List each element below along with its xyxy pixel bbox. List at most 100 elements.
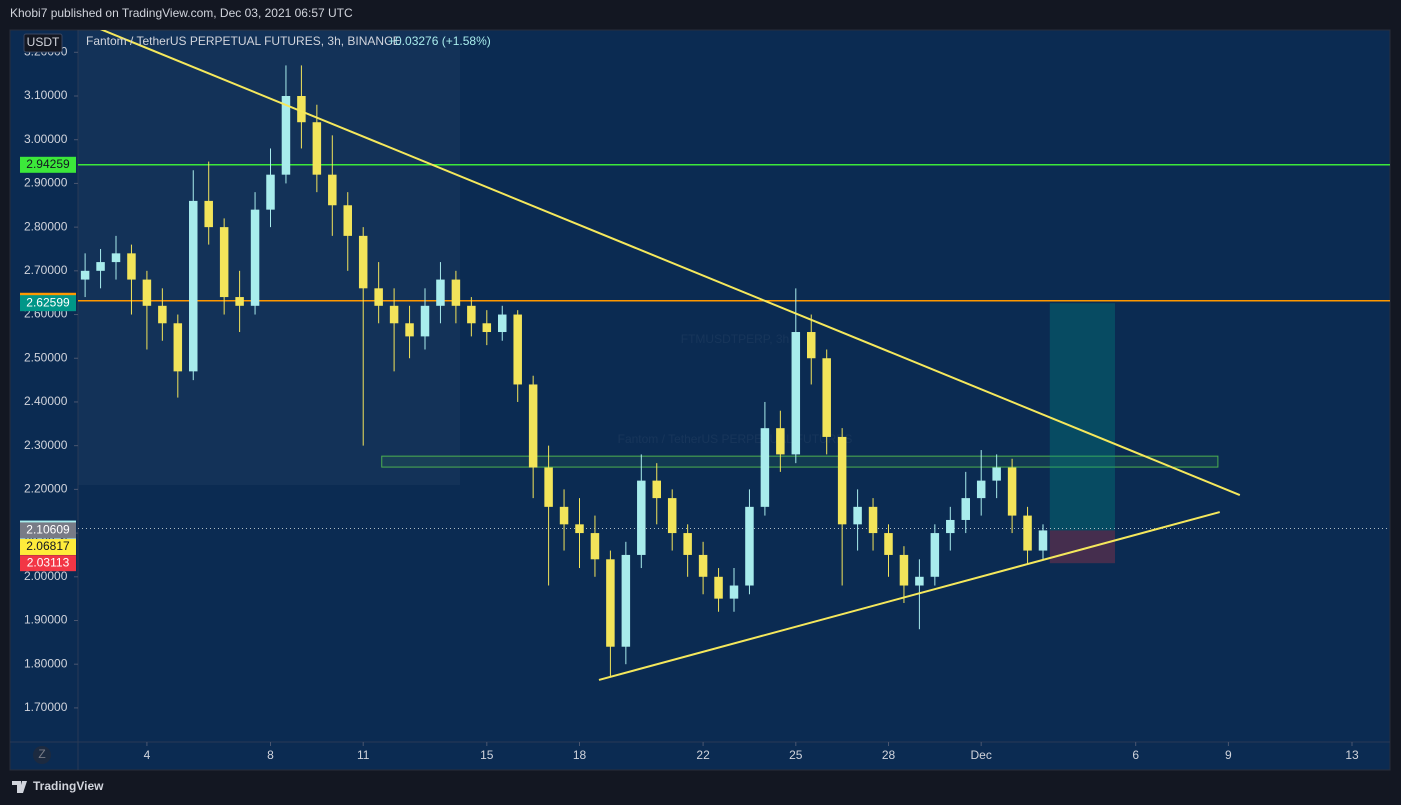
candle-body	[250, 209, 260, 306]
candle-body	[297, 95, 306, 123]
y-tick-label: 2.90000	[24, 176, 68, 190]
y-tick-label: 1.80000	[24, 656, 68, 670]
candle-body	[637, 480, 646, 555]
candle-body	[714, 576, 723, 599]
y-tick-label: 2.40000	[24, 394, 68, 408]
x-tick-label: 25	[789, 748, 803, 762]
candle-body	[467, 305, 476, 324]
position-stop	[1049, 530, 1115, 564]
candle-body	[127, 253, 136, 280]
candle-body	[1007, 467, 1017, 516]
candle-body	[266, 174, 275, 210]
watermark-symbol: FTMUSDTPERP, 3h	[681, 332, 789, 346]
candle-body	[899, 554, 909, 586]
change: +0.03276 (+1.58%)	[388, 34, 491, 48]
price-label-box	[20, 555, 76, 572]
price-label-box	[20, 538, 76, 555]
x-tick-label: 18	[573, 748, 587, 762]
x-tick-label: 15	[480, 748, 494, 762]
price-label: 2.62599	[26, 295, 70, 309]
y-tick-label: 2.50000	[24, 350, 68, 364]
candle-body	[606, 559, 615, 647]
watermark-description: Fantom / TetherUS PERPETUAL FUTURES	[618, 432, 853, 446]
y-tick-label: 2.30000	[24, 438, 68, 452]
zoom-button[interactable]	[33, 746, 51, 764]
candle-body	[312, 122, 322, 175]
candle-body	[374, 288, 383, 306]
candle-body	[204, 200, 213, 228]
brand: TradingView	[33, 779, 104, 793]
candle-body	[173, 323, 183, 372]
candle-body	[698, 554, 708, 577]
y-tick-label: 1.90000	[24, 613, 68, 627]
price-label-box	[20, 156, 76, 173]
candle-body	[389, 305, 399, 324]
x-tick-label: 6	[1132, 748, 1139, 762]
candle-body	[776, 428, 785, 455]
price-label-box	[20, 295, 76, 312]
candle-body	[976, 480, 986, 499]
candle-body	[189, 200, 198, 372]
candle-body	[219, 227, 229, 298]
x-tick-label: 11	[357, 748, 370, 762]
trend-line	[598, 511, 1221, 681]
y-tick-label: 3.00000	[24, 132, 68, 146]
position-target	[1049, 303, 1115, 531]
y-tick-label: 2.80000	[24, 219, 68, 233]
publisher: Khobi7 published on TradingView.com, Dec…	[10, 6, 353, 20]
candle-body	[1038, 530, 1048, 551]
brand-logo	[12, 781, 27, 793]
candle-body	[822, 358, 831, 437]
x-tick-label: 9	[1225, 748, 1232, 762]
candle-body	[451, 279, 461, 306]
candle-body	[590, 533, 600, 560]
candle-body	[358, 235, 368, 289]
y-tick-label: 2.20000	[24, 482, 68, 496]
currency: USDT	[27, 35, 60, 49]
x-tick-label: Dec	[971, 748, 992, 762]
x-tick-label: 22	[696, 748, 710, 762]
candle-body	[853, 506, 862, 525]
candle-body	[281, 95, 291, 175]
x-tick-label: 13	[1345, 748, 1359, 762]
plot: FTMUSDTPERP, 3h Fantom / TetherUS PERPETU…	[78, 30, 1390, 681]
candle-body	[575, 524, 584, 534]
candle-body	[482, 323, 492, 333]
candle-body	[745, 506, 754, 586]
candle-body	[498, 314, 507, 333]
candle-body	[80, 270, 90, 280]
y-tick-label: 2.70000	[24, 263, 68, 277]
candle-body	[343, 205, 353, 236]
y-tick-label: 1.70000	[24, 700, 68, 714]
candle-body	[884, 533, 893, 555]
price-label: 2.94259	[26, 157, 70, 171]
candle-body	[791, 332, 801, 455]
y-tick-label: 2.00000	[24, 569, 68, 583]
zoom-icon: Z	[38, 747, 45, 761]
candle-body	[946, 519, 955, 534]
price-label: 2.03113	[27, 555, 70, 569]
candle-body	[96, 262, 105, 271]
candle-body	[667, 498, 677, 534]
candle-body	[559, 506, 569, 525]
candle-body	[868, 506, 878, 534]
candle-body	[513, 314, 522, 385]
candle-body	[837, 436, 847, 525]
chart-panel	[9, 29, 1391, 771]
candle-body	[760, 428, 770, 507]
candle-body	[158, 305, 167, 324]
x-tick-label: 8	[267, 748, 274, 762]
price-label: 2.06817	[26, 539, 70, 553]
candle-body	[621, 554, 631, 647]
y-tick-label: 3.10000	[24, 88, 68, 102]
candle-body	[111, 253, 121, 263]
candle-body	[992, 467, 1001, 481]
price-label-box	[20, 522, 76, 539]
candle-body	[142, 279, 152, 306]
axes: 1.700001.800001.900002.000002.100002.200…	[20, 44, 1359, 762]
x-tick-label: 4	[144, 748, 151, 762]
price-label: 2.10609	[26, 523, 70, 537]
currency-box	[23, 33, 63, 53]
